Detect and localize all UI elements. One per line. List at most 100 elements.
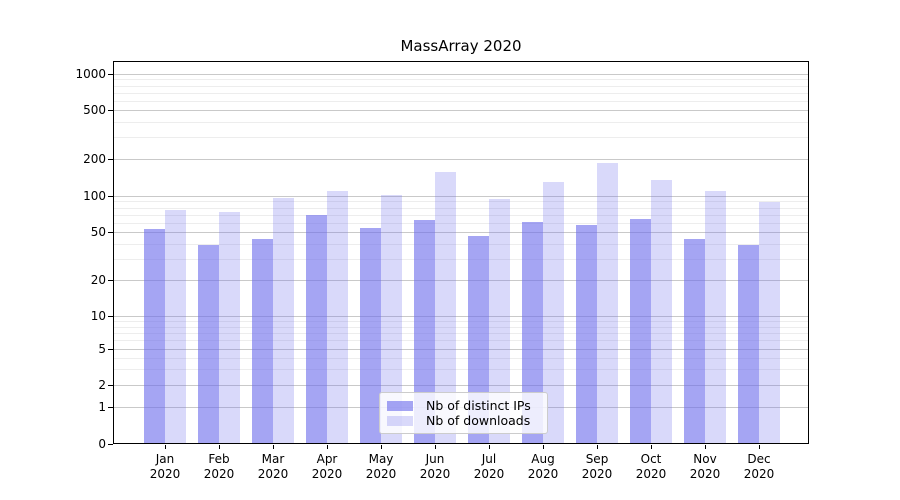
y-tick-mark: [108, 407, 113, 408]
gridline-minor: [113, 121, 809, 123]
bar-distinct-ips-apr: [306, 215, 327, 444]
y-tick-mark: [108, 385, 113, 386]
x-tick-label: Apr 2020: [311, 452, 343, 481]
gridline-minor: [113, 243, 809, 245]
legend-label-downloads: Nb of downloads: [426, 413, 531, 428]
bar-downloads-feb: [219, 212, 240, 444]
bar-distinct-ips-nov: [684, 238, 705, 444]
gridline-minor: [113, 137, 809, 139]
gridline-minor: [113, 321, 809, 323]
x-tick-mark: [705, 445, 706, 449]
x-tick-label: Mar 2020: [257, 452, 289, 481]
legend-swatch-downloads: [387, 415, 413, 426]
x-tick-label: Oct 2020: [635, 452, 667, 481]
gridline-minor: [113, 79, 809, 81]
x-tick-label: Nov 2020: [689, 452, 721, 481]
legend-swatch-distinct-ips: [387, 400, 413, 411]
gridline-minor: [113, 340, 809, 342]
x-tick-mark: [759, 445, 760, 449]
x-tick-mark: [219, 445, 220, 449]
gridline-major: [113, 232, 809, 233]
x-tick-mark: [651, 445, 652, 449]
x-tick-mark: [381, 445, 382, 449]
bar-downloads-nov: [705, 191, 726, 444]
x-tick-label: Jan 2020: [149, 452, 181, 481]
legend-label-distinct-ips: Nb of distinct IPs: [426, 398, 531, 413]
x-tick-label: Dec 2020: [743, 452, 775, 481]
gridline-major: [113, 349, 809, 350]
x-tick-label: Jul 2020: [473, 452, 505, 481]
y-tick-mark: [108, 349, 113, 350]
x-tick-mark: [165, 445, 166, 449]
x-tick-label: Jun 2020: [419, 452, 451, 481]
gridline-minor: [113, 85, 809, 87]
bar-downloads-oct: [651, 179, 672, 444]
y-tick-label: 100: [83, 189, 106, 203]
gridline-major: [113, 110, 809, 111]
y-tick-label: 1000: [75, 67, 106, 81]
y-tick-label: 50: [90, 225, 106, 239]
gridline-minor: [113, 332, 809, 334]
bar-distinct-ips-dec: [738, 245, 759, 444]
x-tick-label: Aug 2020: [527, 452, 559, 481]
y-tick-mark: [108, 444, 113, 445]
gridline-major: [113, 316, 809, 317]
y-tick-label: 20: [90, 273, 106, 287]
bar-distinct-ips-jun: [414, 219, 435, 444]
gridline-minor: [113, 201, 809, 203]
gridline-major: [113, 74, 809, 75]
gridline-minor: [113, 222, 809, 224]
bar-distinct-ips-feb: [198, 245, 219, 444]
bar-downloads-may: [381, 195, 402, 444]
y-tick-label: 500: [83, 103, 106, 117]
gridline-minor: [113, 100, 809, 102]
bar-distinct-ips-oct: [630, 219, 651, 444]
x-tick-mark: [597, 445, 598, 449]
y-tick-mark: [108, 196, 113, 197]
y-tick-label: 1: [98, 400, 106, 414]
bar-distinct-ips-aug: [522, 221, 543, 444]
bar-downloads-aug: [543, 182, 564, 444]
x-tick-mark: [435, 445, 436, 449]
bar-distinct-ips-jan: [144, 228, 165, 444]
y-tick-label: 200: [83, 152, 106, 166]
bar-distinct-ips-sep: [576, 225, 597, 444]
gridline-major: [113, 280, 809, 281]
y-tick-mark: [108, 280, 113, 281]
x-tick-label: Sep 2020: [581, 452, 613, 481]
x-tick-mark: [327, 445, 328, 449]
bar-downloads-sep: [597, 163, 618, 444]
y-tick-label: 10: [90, 309, 106, 323]
y-tick-mark: [108, 232, 113, 233]
gridline-minor: [113, 357, 809, 359]
legend: Nb of distinct IPs Nb of downloads: [379, 392, 548, 434]
bar-downloads-mar: [273, 198, 294, 444]
chart-title: MassArray 2020: [400, 37, 522, 55]
bar-distinct-ips-mar: [252, 238, 273, 444]
y-tick-mark: [108, 110, 113, 111]
x-tick-label: May 2020: [365, 452, 397, 481]
bar-downloads-jul: [489, 199, 510, 444]
bar-downloads-jan: [165, 210, 186, 444]
bar-downloads-dec: [759, 202, 780, 444]
gridline-minor: [113, 214, 809, 216]
y-tick-label: 0: [98, 437, 106, 451]
y-tick-label: 5: [98, 342, 106, 356]
x-tick-mark: [489, 445, 490, 449]
gridline-major: [113, 159, 809, 160]
legend-item-distinct-ips: Nb of distinct IPs: [387, 398, 539, 413]
x-tick-label: Feb 2020: [203, 452, 235, 481]
gridline-minor: [113, 326, 809, 328]
y-tick-mark: [108, 74, 113, 75]
gridline-minor: [113, 369, 809, 371]
bar-distinct-ips-may: [360, 228, 381, 444]
x-tick-mark: [543, 445, 544, 449]
gridline-minor: [113, 258, 809, 260]
bar-downloads-jun: [435, 171, 456, 444]
y-tick-mark: [108, 316, 113, 317]
legend-item-downloads: Nb of downloads: [387, 413, 539, 428]
y-tick-label: 2: [98, 378, 106, 392]
x-tick-mark: [273, 445, 274, 449]
gridline-minor: [113, 92, 809, 94]
